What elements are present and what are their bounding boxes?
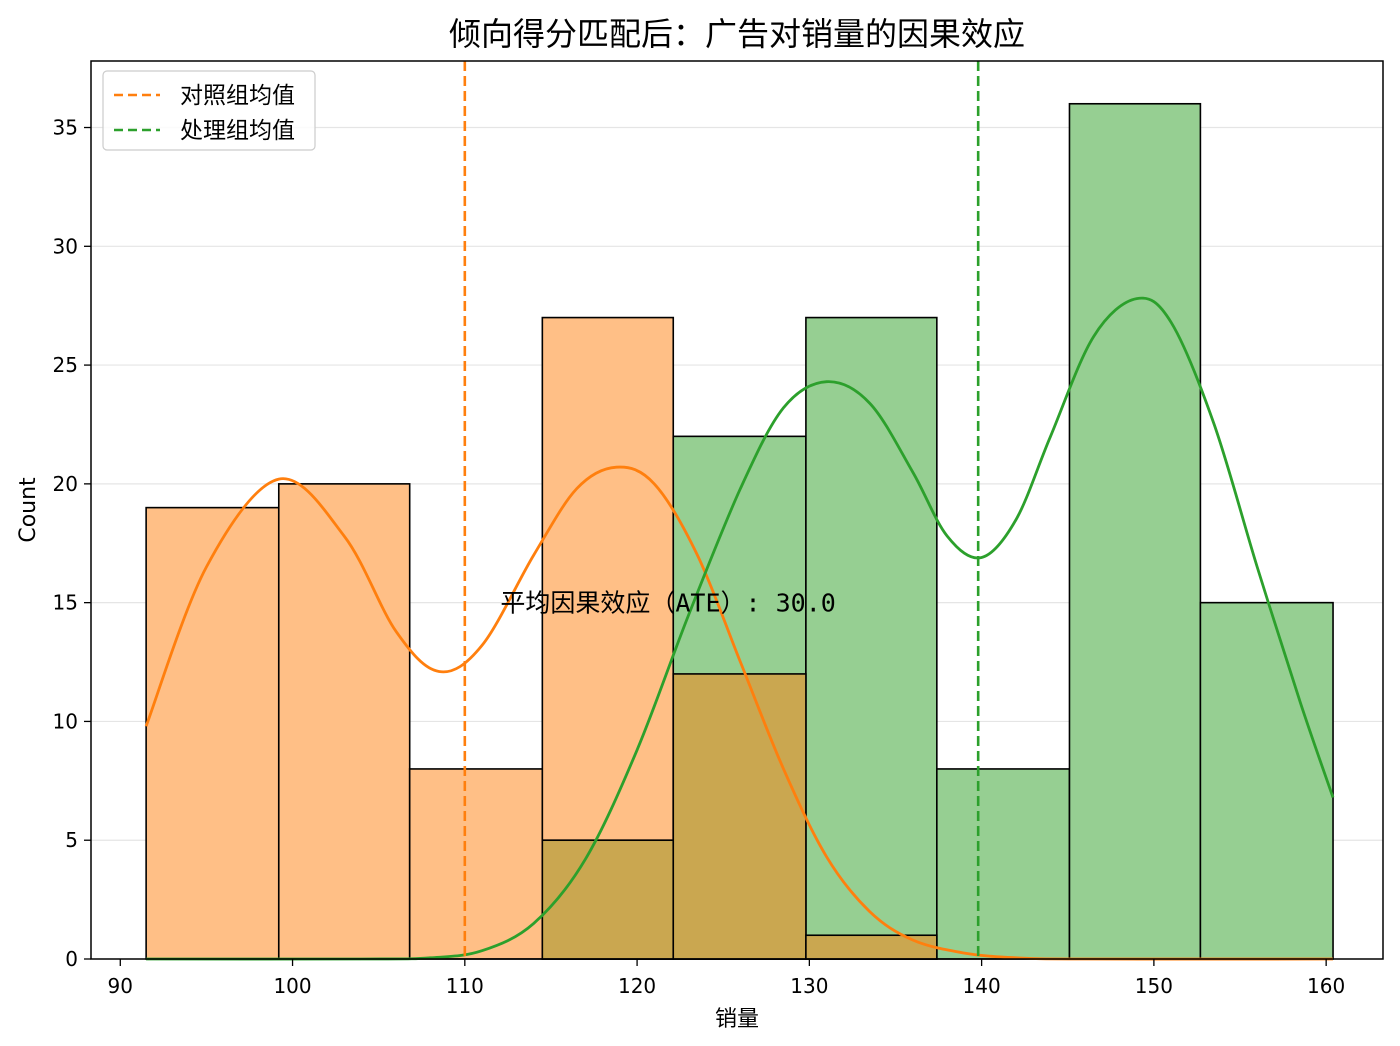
kde-curve-0 xyxy=(144,465,1334,961)
hist-bar-s1-5 xyxy=(805,316,938,960)
x-tick-label-2: 110 xyxy=(446,974,484,998)
y-axis-ticks: 0 5 10 15 20 25 30 35 xyxy=(53,116,91,971)
x-axis-label: 销量 xyxy=(715,1007,759,1032)
x-tick-label-7: 160 xyxy=(1307,974,1345,998)
y-axis-label: Count xyxy=(16,477,41,543)
y-tick-label-1: 5 xyxy=(65,828,78,852)
hist-bar-overlap-4 xyxy=(672,673,807,960)
legend: 对照组均值 处理组均值 xyxy=(102,70,316,151)
hist-bar-s1-6 xyxy=(936,768,1071,960)
hist-bar-s1-8 xyxy=(1199,601,1334,960)
hist-bar-overlap-3 xyxy=(541,839,675,960)
x-axis-ticks: 90 100 110 120 130 140 150 160 xyxy=(108,959,1345,998)
x-tick-label-4: 130 xyxy=(790,974,828,998)
x-tick-label-3: 120 xyxy=(618,974,656,998)
hist-bar-s0-0 xyxy=(145,506,280,960)
y-tick-label-2: 10 xyxy=(53,709,78,733)
x-tick-label-0: 90 xyxy=(108,974,133,998)
x-tick-label-6: 150 xyxy=(1135,974,1173,998)
kde-curve-1 xyxy=(146,296,1335,961)
y-tick-label-7: 35 xyxy=(53,116,78,140)
hist-bar-overlap-5 xyxy=(805,934,938,960)
y-tick-label-5: 25 xyxy=(53,353,78,377)
histogram-bars xyxy=(145,102,1334,960)
legend-label-treatment-mean: 处理组均值 xyxy=(180,118,295,144)
hist-bar-s0-1 xyxy=(277,483,411,960)
y-tick-label-3: 15 xyxy=(53,591,78,615)
chart-title: 倾向得分匹配后：广告对销量的因果效应 xyxy=(449,15,1025,53)
ate-annotation: 平均因果效应（ATE）: 30.0 xyxy=(500,589,835,618)
plot-frame xyxy=(90,60,1384,960)
y-tick-label-6: 30 xyxy=(53,234,78,258)
hist-bar-s1-7 xyxy=(1068,102,1202,960)
x-tick-label-1: 100 xyxy=(273,974,311,998)
x-tick-label-5: 140 xyxy=(963,974,1001,998)
kde-curves xyxy=(144,296,1335,961)
y-tick-label-4: 20 xyxy=(53,472,78,496)
legend-label-control-mean: 对照组均值 xyxy=(180,83,295,109)
y-tick-label-0: 0 xyxy=(65,947,78,971)
